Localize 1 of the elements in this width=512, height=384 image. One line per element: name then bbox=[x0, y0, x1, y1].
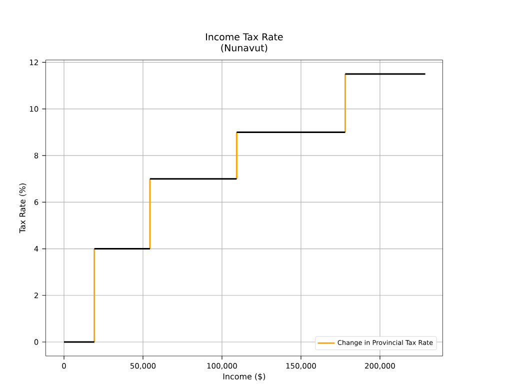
chart-title: Income Tax Rate (Nunavut) bbox=[206, 33, 283, 52]
